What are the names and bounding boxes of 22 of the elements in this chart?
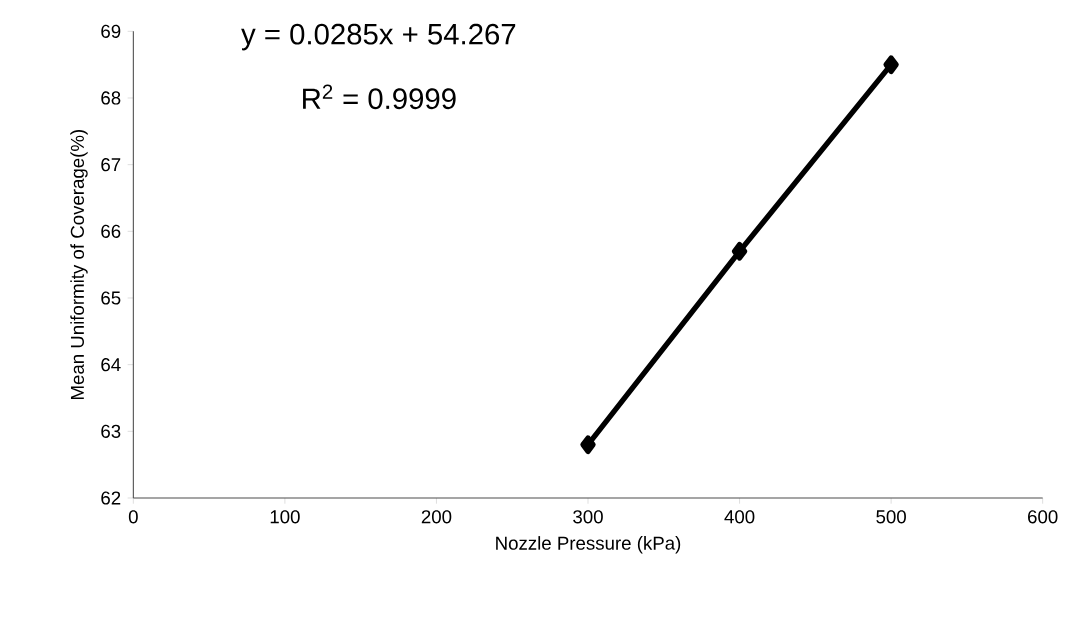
point xyxy=(883,55,899,74)
y-tick-label: 66 xyxy=(101,224,121,238)
point xyxy=(580,435,596,454)
y-axis-title: Mean Uniformity of Coverage(%) xyxy=(70,129,88,400)
x-tick-label: 600 xyxy=(1028,510,1058,524)
x-tick-label: 0 xyxy=(128,510,138,524)
y-tick-label: 65 xyxy=(101,291,121,305)
annotation: y = 0.0285x + 54.267 xyxy=(241,23,516,51)
x-tick-label: 200 xyxy=(421,510,452,524)
y-tick-label: 68 xyxy=(101,91,121,105)
point xyxy=(731,241,748,261)
y-tick-label: 67 xyxy=(101,158,121,172)
y-tick-label: 64 xyxy=(101,358,121,372)
x-tick-label: 300 xyxy=(573,510,603,524)
x-tick-label: 500 xyxy=(876,510,906,524)
annotation: R$^{2}$ = 0.9999 xyxy=(303,84,456,110)
x-axis-title: Nozzle Pressure (kPa) xyxy=(496,536,681,554)
y-tick-label: 69 xyxy=(101,24,121,38)
y-tick-label: 63 xyxy=(101,424,121,438)
y-tick-label: 62 xyxy=(101,491,121,505)
x-tick-label: 400 xyxy=(724,510,755,524)
x-tick-label: 100 xyxy=(270,510,300,524)
